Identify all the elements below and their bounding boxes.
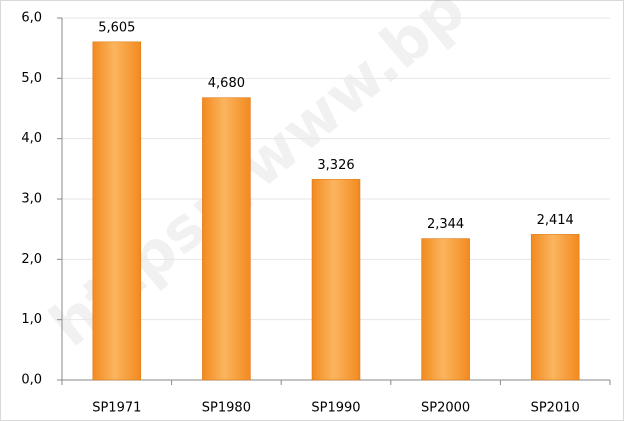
x-tick-label: SP1971 bbox=[92, 401, 141, 416]
value-label: 3,326 bbox=[317, 158, 354, 173]
y-tick-label: 5,0 bbox=[21, 71, 42, 86]
y-tick-label: 3,0 bbox=[21, 192, 42, 207]
value-label: 4,680 bbox=[208, 76, 245, 91]
y-tick-label: 6,0 bbox=[21, 11, 42, 26]
bar bbox=[311, 179, 361, 381]
bar bbox=[530, 234, 580, 381]
y-tick-label: 1,0 bbox=[21, 312, 42, 327]
y-tick-label: 4,0 bbox=[21, 131, 42, 146]
bar bbox=[202, 97, 251, 381]
y-tick-label: 2,0 bbox=[21, 252, 42, 267]
y-tick-label: 0,0 bbox=[21, 373, 42, 388]
x-tick-label: SP1990 bbox=[311, 401, 360, 416]
bar bbox=[421, 238, 470, 381]
value-label: 2,344 bbox=[427, 217, 464, 232]
x-tick-label: SP2000 bbox=[421, 401, 470, 416]
value-label: 2,414 bbox=[537, 213, 574, 228]
x-tick-label: SP2010 bbox=[531, 401, 580, 416]
value-label: 5,605 bbox=[98, 20, 135, 35]
bar bbox=[92, 41, 142, 381]
x-tick-label: SP1980 bbox=[202, 401, 251, 416]
